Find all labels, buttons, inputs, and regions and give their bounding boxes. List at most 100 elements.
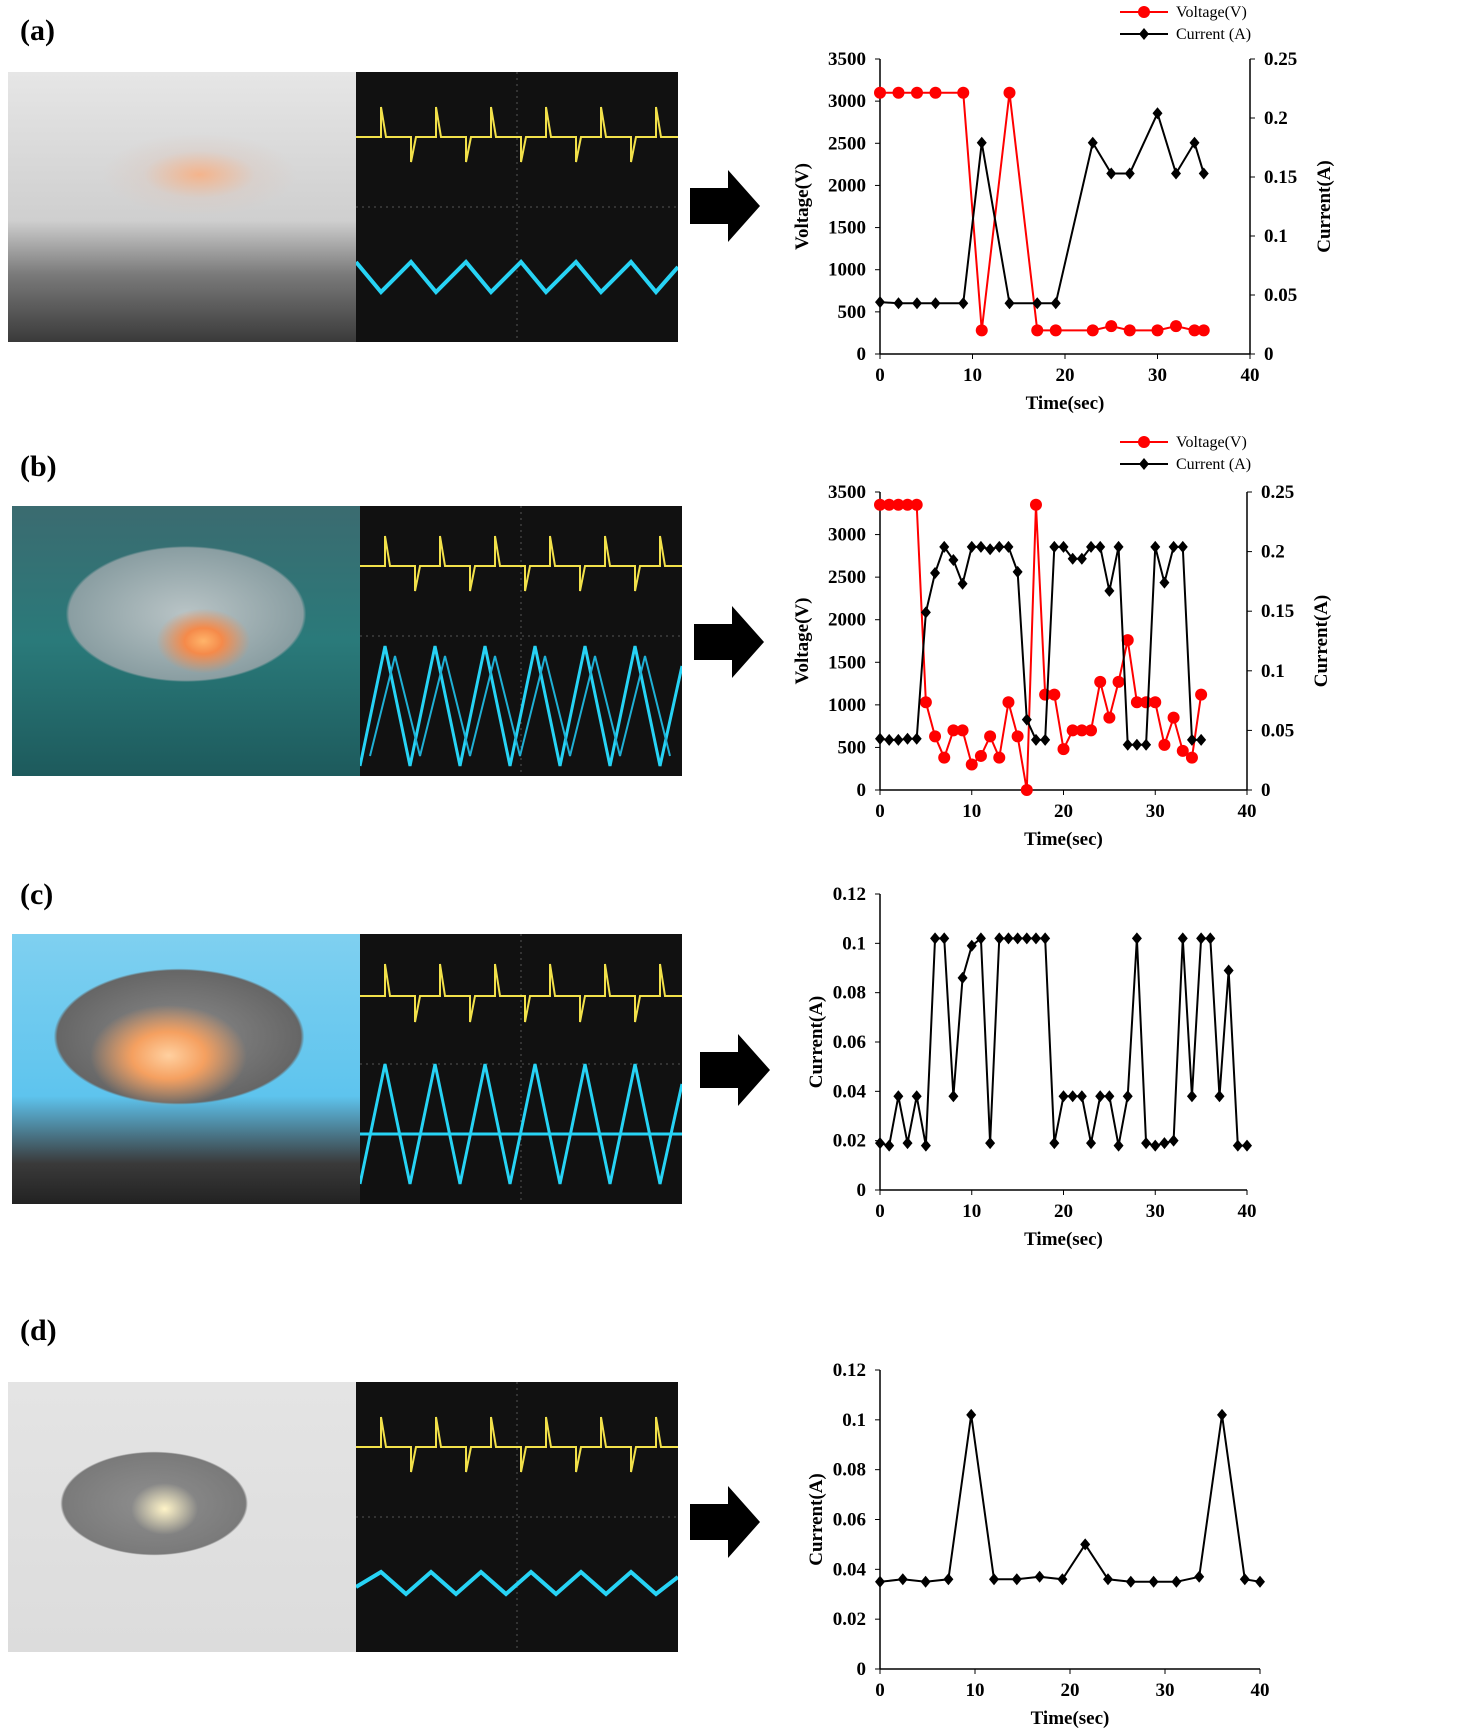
data-point: [1217, 1408, 1227, 1421]
data-point: [920, 606, 931, 619]
y-tick-label-left: 0.02: [833, 1131, 866, 1152]
data-point: [1176, 744, 1189, 757]
x-tick-label: 40: [1251, 1680, 1270, 1701]
data-point: [1067, 552, 1078, 565]
arrow-icon: [694, 606, 764, 678]
data-point: [1186, 1090, 1197, 1103]
data-point: [1121, 634, 1134, 647]
data-point: [1113, 1139, 1124, 1152]
data-point: [1067, 1090, 1078, 1103]
data-point: [1171, 1575, 1182, 1588]
data-point: [1104, 584, 1115, 597]
data-point: [911, 732, 922, 745]
data-point: [1131, 738, 1142, 751]
y-tick-label-left: 0.08: [833, 983, 866, 1004]
y-tick-label-right: 0.25: [1264, 49, 1297, 70]
data-point: [984, 730, 997, 743]
data-point: [1152, 107, 1163, 120]
y-tick-label-right: 0.1: [1261, 661, 1285, 682]
data-point: [985, 1137, 996, 1150]
data-point: [1158, 738, 1171, 751]
data-point: [1112, 675, 1125, 688]
x-tick-label: 10: [963, 365, 982, 386]
y-tick-label-left: 1000: [828, 260, 866, 281]
data-point: [911, 86, 923, 99]
y-tick-label-left: 0.1: [842, 933, 866, 954]
x-tick-label: 0: [875, 801, 885, 822]
y-tick-label-left: 2500: [828, 567, 866, 588]
x-tick-label: 40: [1238, 801, 1257, 822]
data-point: [1049, 540, 1060, 553]
oscilloscope-screen: [356, 72, 678, 342]
y-tick-label-right: 0.05: [1264, 285, 1297, 306]
series-line-0: [880, 91, 1204, 332]
data-point: [1197, 324, 1210, 337]
data-point: [1148, 1575, 1159, 1588]
x-tick-label: 30: [1146, 1201, 1165, 1222]
data-point: [1031, 324, 1044, 337]
data-point: [948, 1090, 959, 1103]
legend-marker: [1138, 436, 1150, 448]
y-tick-label-right: 0.05: [1261, 720, 1294, 741]
x-tick-label: 20: [1061, 1680, 1080, 1701]
data-point: [874, 498, 886, 511]
y-axis-title-left: Current(A): [806, 996, 827, 1089]
y-tick-label-left: 3500: [828, 482, 866, 503]
data-point: [939, 932, 950, 945]
data-point: [1125, 1575, 1136, 1588]
reactor-photo: [8, 1382, 356, 1652]
data-point: [1150, 540, 1161, 553]
plasma-photo-a: [8, 72, 678, 342]
y-tick-label-right: 0.15: [1264, 167, 1297, 188]
data-point: [957, 577, 968, 590]
data-point: [1205, 932, 1216, 945]
data-point: [920, 1139, 931, 1152]
arrow-icon: [700, 1034, 770, 1106]
y-tick-label-right: 0.1: [1264, 226, 1288, 247]
y-axis-title-left: Voltage(V): [792, 598, 813, 685]
data-point: [994, 932, 1005, 945]
data-point: [975, 932, 986, 945]
data-point: [1159, 1137, 1170, 1150]
data-point: [1103, 711, 1116, 724]
data-point: [1122, 1090, 1133, 1103]
data-point: [930, 297, 941, 310]
data-point: [1150, 1139, 1161, 1152]
y-tick-label-left: 0.06: [833, 1032, 866, 1053]
data-point: [1171, 167, 1181, 180]
data-point: [1032, 297, 1043, 310]
data-point: [1223, 964, 1234, 977]
y-axis-title-right: Current(A): [1314, 160, 1335, 253]
legend-label: Voltage(V): [1176, 4, 1247, 21]
data-point: [1080, 1538, 1091, 1551]
data-point: [875, 296, 885, 309]
data-point: [929, 86, 942, 99]
legend-marker: [1139, 458, 1149, 470]
data-point: [975, 540, 986, 553]
x-tick-label: 10: [962, 801, 981, 822]
data-point: [1087, 136, 1098, 149]
y-tick-label-left: 0.04: [833, 1559, 867, 1580]
x-tick-label: 0: [875, 1201, 885, 1222]
chart-b: 0 10 20 30 40050010001500200025003000350000.…: [792, 434, 1332, 850]
y-axis-title-left: Voltage(V): [792, 163, 813, 250]
y-tick-label-right: 0: [1261, 780, 1271, 801]
data-point: [966, 939, 977, 952]
data-point: [938, 751, 951, 764]
data-point: [1185, 751, 1198, 764]
data-point: [1030, 733, 1041, 746]
panel-label-d: (d): [20, 1314, 57, 1347]
data-point: [975, 324, 988, 337]
y-tick-label-left: 0: [857, 1659, 867, 1680]
data-point: [884, 1139, 895, 1152]
x-tick-label: 30: [1156, 1680, 1175, 1701]
data-point: [1106, 167, 1117, 180]
x-tick-label: 40: [1241, 365, 1260, 386]
plasma-photo-c: [12, 934, 682, 1204]
data-point: [993, 751, 1006, 764]
y-tick-label-left: 500: [838, 302, 867, 323]
data-point: [947, 724, 960, 737]
data-point: [1058, 1090, 1069, 1103]
data-point: [1030, 932, 1041, 945]
data-point: [976, 136, 987, 149]
